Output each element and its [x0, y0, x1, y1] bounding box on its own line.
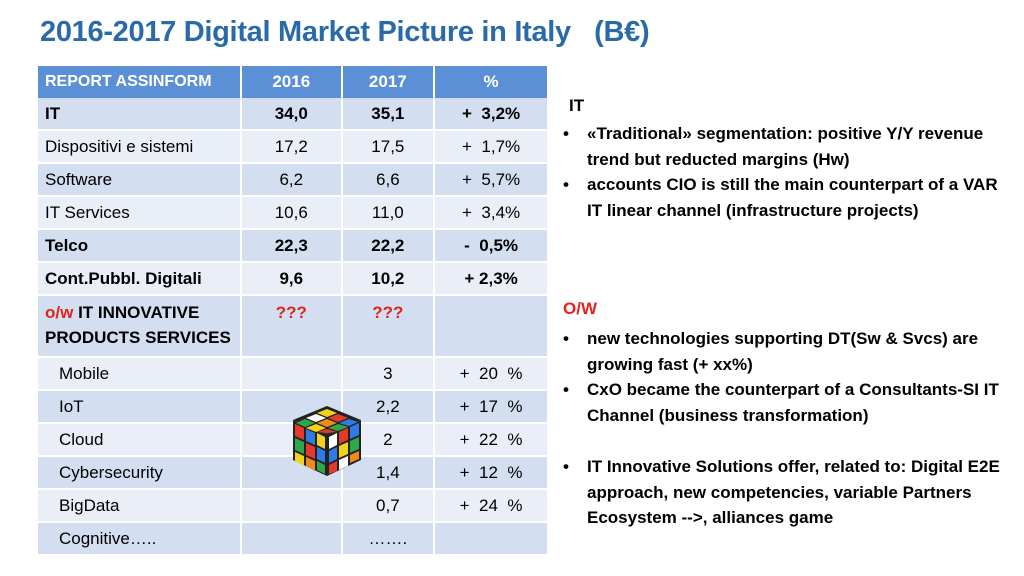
value-2017: ……. — [342, 523, 436, 556]
row-label: IT — [38, 98, 243, 131]
it-heading: IT — [569, 96, 585, 115]
list-item: • IT Innovative Solutions offer, related … — [560, 454, 1010, 531]
row-label: Mobile — [38, 358, 243, 391]
value-2017: 6,6 — [342, 164, 436, 197]
row-label: Software — [38, 164, 243, 197]
table-row: IoT 2,2 + 17 % — [38, 391, 549, 424]
value-percent: + 3,4% — [435, 197, 549, 230]
value-2016 — [242, 523, 343, 556]
bullet-icon: • — [563, 124, 569, 143]
list-item: • new technologies supporting DT(Sw & Svc… — [560, 326, 1010, 377]
value-2017: 3 — [342, 358, 436, 391]
value-2016: 9,6 — [242, 263, 343, 296]
row-label: Cloud — [38, 424, 243, 457]
row-label: Cont.Pubbl. Digitali — [38, 263, 243, 296]
row-label: Dispositivi e sistemi — [38, 131, 243, 164]
bullet-icon: • — [563, 380, 569, 399]
table-row: IT Services 10,6 11,0 + 3,4% — [38, 197, 549, 230]
bullet-text: CxO became the counterpart of a Consulta… — [587, 380, 999, 425]
table-row: o/w IT INNOVATIVE PRODUCTS SERVICES ??? … — [38, 296, 549, 358]
ow-heading: O/W — [563, 299, 597, 318]
ow-bullets: • new technologies supporting DT(Sw & Svc… — [560, 326, 1010, 428]
table-row: Cognitive….. ……. — [38, 523, 549, 556]
value-2017: 0,7 — [342, 490, 436, 523]
value-percent: + 2,3% — [435, 263, 549, 296]
row-label-text: IT INNOVATIVE PRODUCTS SERVICES — [45, 303, 231, 347]
table-row: Dispositivi e sistemi 17,2 17,5 + 1,7% — [38, 131, 549, 164]
row-label: o/w IT INNOVATIVE PRODUCTS SERVICES — [38, 296, 243, 358]
row-label: Telco — [38, 230, 243, 263]
value-percent: + 24 % — [435, 490, 549, 523]
row-label: Cybersecurity — [38, 457, 243, 490]
table-row: IT 34,0 35,1 + 3,2% — [38, 98, 549, 131]
row-label: Cognitive….. — [38, 523, 243, 556]
header-2017: 2017 — [342, 66, 436, 98]
table-row: Software 6,2 6,6 + 5,7% — [38, 164, 549, 197]
header-report: REPORT ASSINFORM — [38, 66, 243, 98]
value-2016: 34,0 — [242, 98, 343, 131]
value-2017: 22,2 — [342, 230, 436, 263]
market-table: REPORT ASSINFORM 2016 2017 % IT 34,0 35,… — [38, 66, 549, 556]
page-title: 2016-2017 Digital Market Picture in Ital… — [40, 16, 650, 48]
value-percent: + 22 % — [435, 424, 549, 457]
value-2017: 35,1 — [342, 98, 436, 131]
value-2017: ??? — [342, 296, 436, 358]
table-row: Mobile 3 + 20 % — [38, 358, 549, 391]
row-label: IT Services — [38, 197, 243, 230]
bullet-text: new technologies supporting DT(Sw & Svcs… — [587, 329, 979, 374]
bullet-icon: • — [563, 329, 569, 348]
value-2016: 10,6 — [242, 197, 343, 230]
value-2017: 2,2 — [342, 391, 436, 424]
value-percent: + 20 % — [435, 358, 549, 391]
value-2017: 17,5 — [342, 131, 436, 164]
value-2016 — [242, 490, 343, 523]
value-2016: 6,2 — [242, 164, 343, 197]
value-2017: 1,4 — [342, 457, 436, 490]
value-2017: 11,0 — [342, 197, 436, 230]
value-percent: - 0,5% — [435, 230, 549, 263]
ow-prefix: o/w — [45, 303, 74, 322]
bullet-text: IT Innovative Solutions offer, related t… — [587, 457, 1000, 527]
value-2016: 17,2 — [242, 131, 343, 164]
it-bullets: • «Traditional» segmentation: positive Y/… — [560, 121, 1010, 223]
row-label: BigData — [38, 490, 243, 523]
value-percent: + 5,7% — [435, 164, 549, 197]
bullet-text: accounts CIO is still the main counterpa… — [587, 175, 998, 220]
row-label: IoT — [38, 391, 243, 424]
bullet-icon: • — [563, 175, 569, 194]
ow-bullets-2: • IT Innovative Solutions offer, related … — [560, 454, 1010, 531]
rubiks-cube-icon — [293, 406, 361, 476]
table-row: Telco 22,3 22,2 - 0,5% — [38, 230, 549, 263]
table-row: BigData 0,7 + 24 % — [38, 490, 549, 523]
value-percent — [435, 523, 549, 556]
value-2017: 10,2 — [342, 263, 436, 296]
value-percent: + 1,7% — [435, 131, 549, 164]
value-2016: 22,3 — [242, 230, 343, 263]
bullet-text: «Traditional» segmentation: positive Y/Y… — [587, 124, 984, 169]
value-percent: + 12 % — [435, 457, 549, 490]
list-item: • «Traditional» segmentation: positive Y/… — [560, 121, 1010, 172]
bullet-icon: • — [563, 457, 569, 476]
value-2016: ??? — [242, 296, 343, 358]
value-percent: + 3,2% — [435, 98, 549, 131]
table-header-row: REPORT ASSINFORM 2016 2017 % — [38, 66, 549, 98]
header-percent: % — [435, 66, 549, 98]
value-percent: + 17 % — [435, 391, 549, 424]
value-percent — [435, 296, 549, 358]
list-item: • accounts CIO is still the main counterp… — [560, 172, 1010, 223]
value-2016 — [242, 358, 343, 391]
header-2016: 2016 — [242, 66, 343, 98]
table-row: Cloud 2 + 22 % — [38, 424, 549, 457]
table-row: Cont.Pubbl. Digitali 9,6 10,2 + 2,3% — [38, 263, 549, 296]
list-item: • CxO became the counterpart of a Consult… — [560, 377, 1010, 428]
